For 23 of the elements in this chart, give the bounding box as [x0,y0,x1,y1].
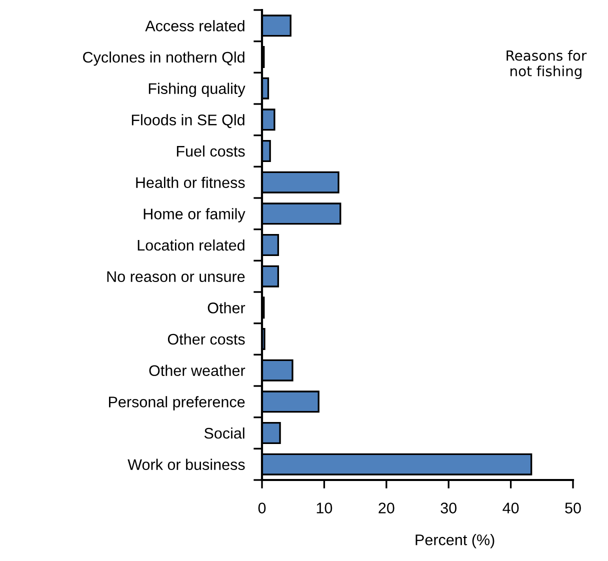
y-tick-label: Fuel costs [176,145,245,157]
y-tick-label: Floods in SE Qld [132,114,244,128]
x-tick-label: 50 [565,502,581,514]
x-tick-label: 30 [440,502,456,514]
y-tick-label: Other [208,302,246,314]
y-tick-label: Personal preference [109,396,245,410]
y-tick-label: Other weather [149,364,246,376]
y-tick-label: Fishing quality [148,82,246,98]
y-tick-label: Access related [145,20,244,32]
x-tick-label: 20 [378,502,394,514]
y-tick-label: Health or fitness [136,176,245,188]
y-tick-label: Home or family [144,208,246,222]
x-tick-label: 0 [258,502,266,514]
y-tick-label: Work or business [128,458,245,470]
x-tick-label: 10 [316,502,332,514]
x-axis-title: Percent (%) [416,534,494,548]
y-tick-label: Cyclones in nothern Qld [83,51,244,66]
y-tick-label: No reason or unsure [107,271,245,282]
text: Reasons for not fishing [506,50,587,80]
y-tick-label: Location related [138,239,244,251]
y-tick-label: Social [204,427,244,439]
x-tick-label: 40 [502,502,519,514]
y-tick-label: Other costs [168,333,245,345]
